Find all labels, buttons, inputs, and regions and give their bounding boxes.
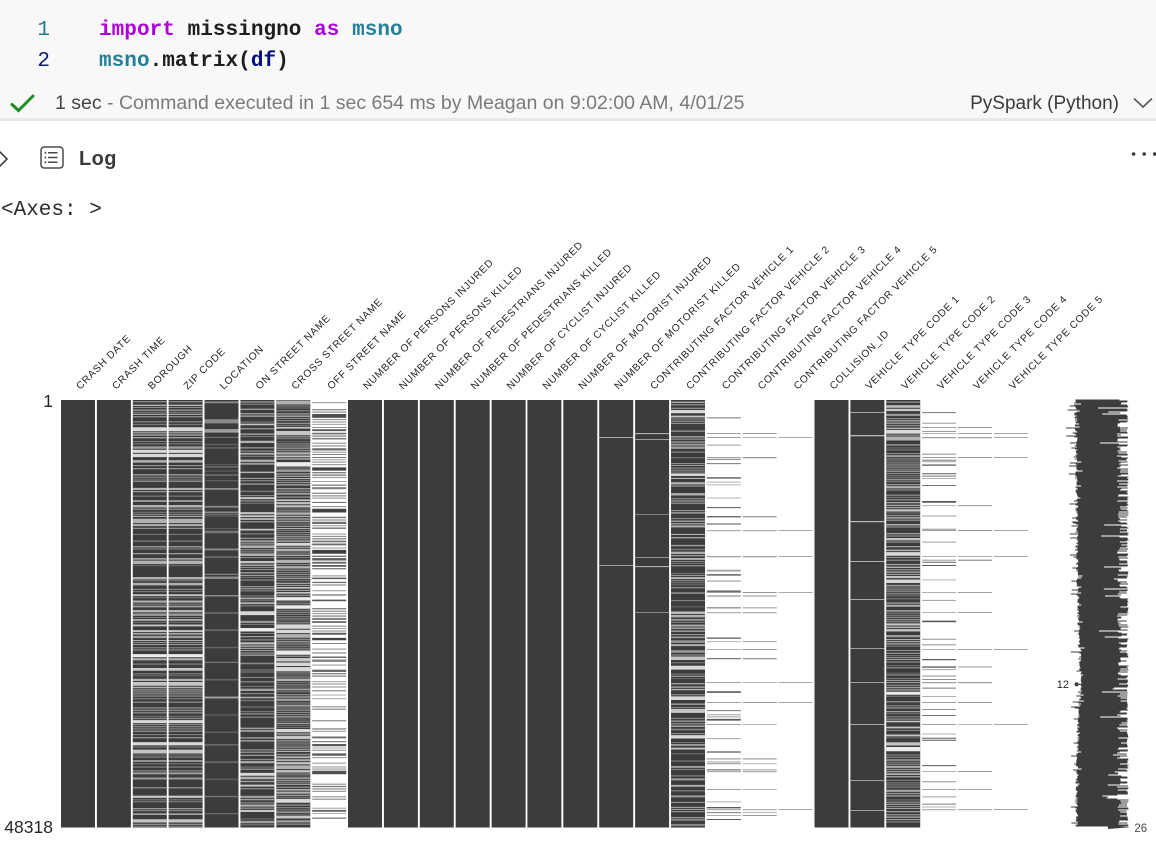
svg-text:NUMBER OF MOTORIST INJURED: NUMBER OF MOTORIST INJURED xyxy=(577,254,715,392)
svg-text:26: 26 xyxy=(1134,823,1147,835)
svg-text:12: 12 xyxy=(1057,679,1069,691)
svg-text:NUMBER OF MOTORIST KILLED: NUMBER OF MOTORIST KILLED xyxy=(613,261,744,392)
svg-text:NUMBER OF PERSONS INJURED: NUMBER OF PERSONS INJURED xyxy=(362,257,497,392)
svg-text:1: 1 xyxy=(43,391,53,411)
svg-text:48318: 48318 xyxy=(4,817,53,837)
svg-text:NUMBER OF CYCLIST INJURED: NUMBER OF CYCLIST INJURED xyxy=(505,262,635,392)
